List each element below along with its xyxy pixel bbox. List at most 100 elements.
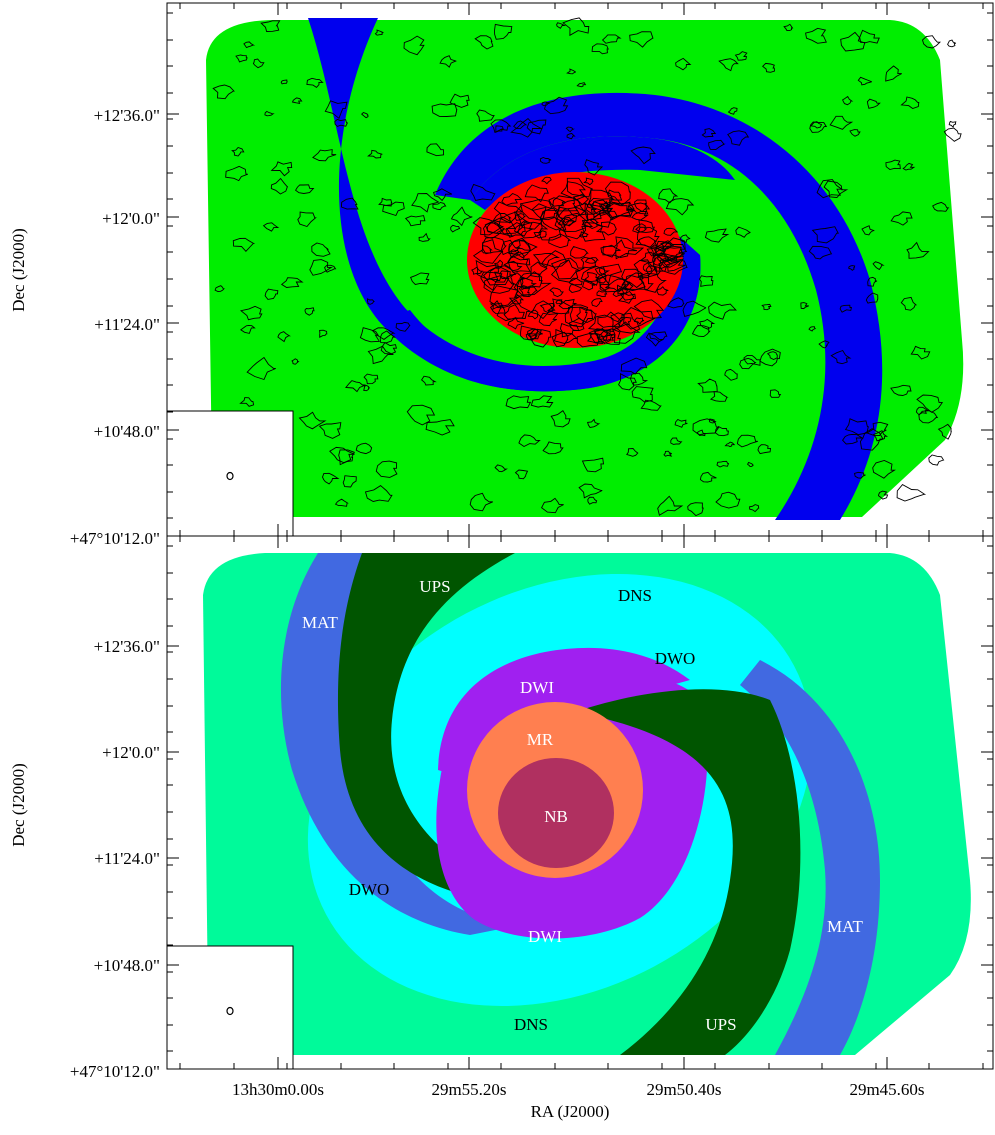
contour-blob [630, 372, 649, 386]
contour-blob-center [655, 242, 688, 260]
contour-blob [550, 410, 571, 428]
contour-blob [630, 146, 656, 165]
contour-blob [601, 34, 622, 44]
contour-blob-center [584, 203, 605, 221]
contour-blob [900, 96, 920, 109]
contour-blob-center [662, 258, 686, 272]
bottom-ytick-5: +47°10'12.0" [70, 1062, 160, 1081]
contour-blob-center [584, 257, 599, 264]
contour-blob [675, 57, 692, 71]
contour-blob [761, 303, 772, 311]
contour-blob-center [493, 201, 524, 224]
contour-blob [866, 98, 881, 109]
contour-blob [867, 276, 878, 287]
contour-blob [857, 29, 880, 44]
contour-blob [513, 120, 528, 130]
contour-blob-center [506, 251, 529, 265]
contour-blob [541, 497, 564, 514]
contour-blob [363, 373, 379, 385]
contour-blob [633, 317, 645, 325]
contour-blob [581, 457, 605, 473]
contour-blob-center [645, 265, 662, 278]
contour-blob [749, 504, 760, 513]
contour-blob-center [541, 250, 569, 268]
contour-blob [708, 418, 717, 424]
contour-blob-center [625, 272, 644, 289]
top-ytick-3: +11'24.0" [94, 315, 160, 334]
contour-blob-center [489, 300, 504, 310]
contour-blob-center [507, 316, 525, 330]
contour-blob [474, 35, 494, 50]
contour-blob [329, 446, 355, 464]
contour-blob [309, 259, 333, 276]
contour-blob [800, 302, 809, 310]
contour-blob [411, 193, 439, 213]
contour-blob [816, 179, 844, 199]
contour-blob-center [593, 327, 609, 339]
contour-blob-center [660, 240, 675, 250]
contour-blob [679, 234, 691, 243]
contour-blob-center [618, 292, 637, 304]
contour-blob [543, 96, 569, 115]
contour-blob [291, 97, 303, 104]
contour-blob [311, 242, 331, 257]
contour-blob [566, 132, 576, 140]
contour-blob [696, 429, 706, 437]
contour-blob-center [581, 218, 599, 230]
contour-blob-center [658, 259, 688, 275]
contour-blob [425, 419, 455, 436]
contour-blob-center [592, 201, 613, 216]
contour-blob-center [550, 259, 581, 283]
contour-blob-center [483, 275, 515, 294]
contour-blob [724, 441, 736, 448]
contour-blob [663, 450, 673, 457]
contour-blob-center [635, 219, 655, 233]
contour-blob [708, 139, 726, 151]
contour-blob [262, 222, 280, 232]
contour-blob [225, 165, 248, 182]
contour-blob-center [634, 199, 648, 213]
contour-blob [566, 68, 577, 75]
contour-blob [240, 324, 256, 334]
contour-blob [297, 211, 317, 228]
contour-blob [270, 161, 293, 177]
contour-blob [783, 23, 794, 32]
contour-blob [709, 391, 729, 402]
contour-blob-center [594, 328, 614, 345]
contour-blob-center [530, 261, 548, 278]
contour-blob [697, 378, 718, 393]
contour-blob [739, 357, 757, 370]
contour-blob [439, 55, 457, 68]
contour-blob-center [501, 192, 523, 206]
contour-blob-center [573, 202, 597, 216]
contour-blob-center [482, 236, 507, 255]
xtick-2: 29m55.20s [431, 1080, 506, 1099]
contour-blob [410, 272, 430, 285]
contour-blob [663, 227, 679, 236]
contour-blob [724, 368, 738, 381]
contour-blob [918, 410, 939, 424]
contour-blob [291, 358, 300, 365]
contour-blob [890, 384, 912, 396]
contour-blob-center [508, 237, 538, 259]
contour-blob [818, 340, 830, 349]
contour-blob-center [531, 300, 556, 320]
bottom-ytick-4: +10'48.0" [94, 956, 160, 975]
contour-blob [406, 404, 436, 426]
contour-blob [375, 460, 398, 478]
contour-blob [649, 331, 668, 343]
label-nb: NB [544, 807, 568, 826]
contour-blob [916, 394, 944, 413]
contour-blob-center [568, 317, 585, 332]
contour-blob [324, 264, 337, 273]
contour-blob [395, 321, 411, 332]
contour-blob [312, 149, 337, 162]
bottom-ticks [167, 536, 993, 1069]
mat-region-right [740, 660, 880, 1055]
contour-blob [937, 423, 952, 440]
contour-blob-center [559, 323, 580, 338]
contour-blob-center [615, 236, 645, 260]
contour-blob [246, 356, 276, 381]
contour-blob-center [598, 328, 621, 345]
